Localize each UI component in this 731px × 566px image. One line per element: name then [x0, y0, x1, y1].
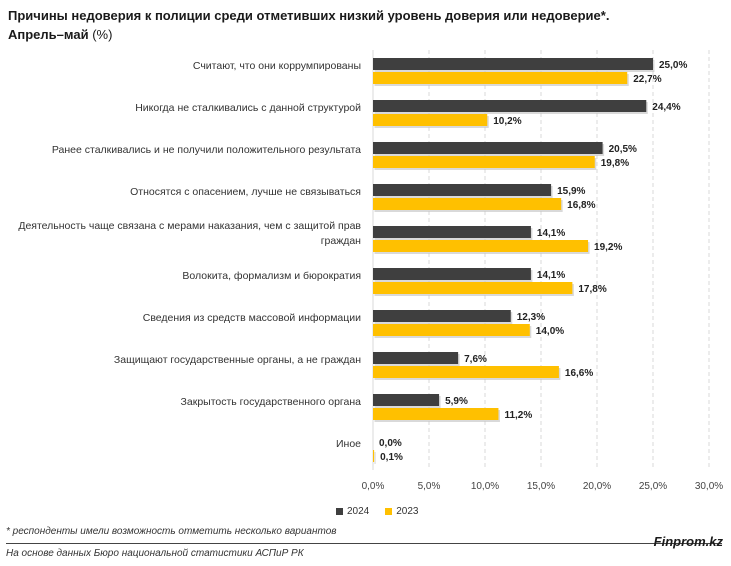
category-label: Никогда не сталкивались с данной структу… — [135, 101, 361, 114]
category-label: Иное — [335, 437, 361, 450]
data-label: 0,1% — [380, 452, 403, 463]
source-note: На основе данных Бюро национальной стати… — [6, 548, 304, 559]
category-label: Ранее сталкивались и не получили положит… — [51, 143, 361, 156]
data-label: 14,1% — [537, 228, 565, 239]
x-tick-label: 20,0% — [583, 481, 611, 492]
category-label: Считают, что они коррумпированы — [192, 59, 361, 72]
data-label: 22,7% — [633, 74, 661, 85]
category-label: Сведения из средств массовой информации — [142, 311, 361, 324]
data-label: 11,2% — [504, 410, 532, 421]
divider — [6, 543, 722, 544]
bar-2023 — [373, 198, 562, 210]
data-label: 12,3% — [517, 312, 545, 323]
data-label: 20,5% — [609, 144, 637, 155]
bar-2024 — [373, 184, 552, 196]
legend-label-2024: 2024 — [347, 506, 370, 517]
data-label: 14,1% — [537, 270, 565, 281]
data-label: 15,9% — [557, 186, 585, 197]
bar-2024 — [373, 100, 647, 112]
bar-2024 — [373, 268, 531, 280]
bar-2023 — [373, 408, 499, 420]
bar-2023 — [373, 72, 628, 84]
footnote: * респонденты имели возможность отметить… — [6, 526, 337, 537]
bar-2023 — [373, 366, 559, 378]
bar-2023 — [373, 324, 530, 336]
title-line-1: Причины недоверия к полиции среди отмети… — [8, 8, 610, 23]
x-tick-label: 0,0% — [362, 481, 385, 492]
bar-shadow — [374, 452, 376, 464]
title-unit: (%) — [92, 27, 113, 42]
bar-2023 — [373, 450, 375, 462]
bar-2024 — [373, 352, 459, 364]
data-label: 0,0% — [379, 438, 402, 449]
legend-item-2023: 2023 — [385, 506, 419, 517]
bar-2024 — [373, 226, 531, 238]
data-label: 10,2% — [493, 116, 521, 127]
x-tick-label: 10,0% — [471, 481, 499, 492]
bar-2024 — [373, 142, 603, 154]
category-label: Относятся с опасением, лучше не связыват… — [130, 185, 361, 198]
bar-2023 — [373, 240, 589, 252]
title-period: Апрель–май — [8, 27, 89, 42]
bar-2023 — [373, 114, 488, 126]
title-line-2: Апрель–май (%) — [8, 25, 723, 44]
bar-2024 — [373, 310, 511, 322]
bar-2024 — [373, 58, 653, 70]
data-label: 19,8% — [601, 158, 629, 169]
data-label: 5,9% — [445, 396, 468, 407]
data-label: 25,0% — [659, 60, 687, 71]
legend: 2024 2023 — [336, 506, 429, 517]
data-label: 17,8% — [578, 284, 606, 295]
data-label: 14,0% — [536, 326, 564, 337]
legend-swatch-2024 — [336, 508, 343, 515]
category-label: Защищают государственные органы, а не гр… — [113, 353, 361, 366]
category-label: Волокита, формализм и бюрократия — [182, 269, 361, 282]
chart-title: Причины недоверия к полиции среди отмети… — [8, 6, 723, 44]
bar-2023 — [373, 156, 595, 168]
category-label: Закрытость государственного органа — [180, 395, 361, 408]
category-label: Деятельность чаще связана с мерами наказ… — [18, 220, 361, 247]
x-tick-label: 15,0% — [527, 481, 555, 492]
data-label: 19,2% — [594, 242, 622, 253]
brand-logo-text: Finprom.kz — [653, 534, 723, 549]
x-tick-label: 5,0% — [418, 481, 441, 492]
bar-2023 — [373, 282, 573, 294]
data-label: 24,4% — [652, 102, 680, 113]
data-label: 16,8% — [567, 200, 595, 211]
x-tick-label: 30,0% — [695, 481, 723, 492]
legend-item-2024: 2024 — [336, 506, 369, 517]
legend-label-2023: 2023 — [396, 506, 419, 517]
data-label: 16,6% — [565, 368, 593, 379]
x-tick-label: 25,0% — [639, 481, 667, 492]
legend-swatch-2023 — [385, 508, 393, 515]
bar-2024 — [373, 394, 440, 406]
data-label: 7,6% — [464, 354, 487, 365]
